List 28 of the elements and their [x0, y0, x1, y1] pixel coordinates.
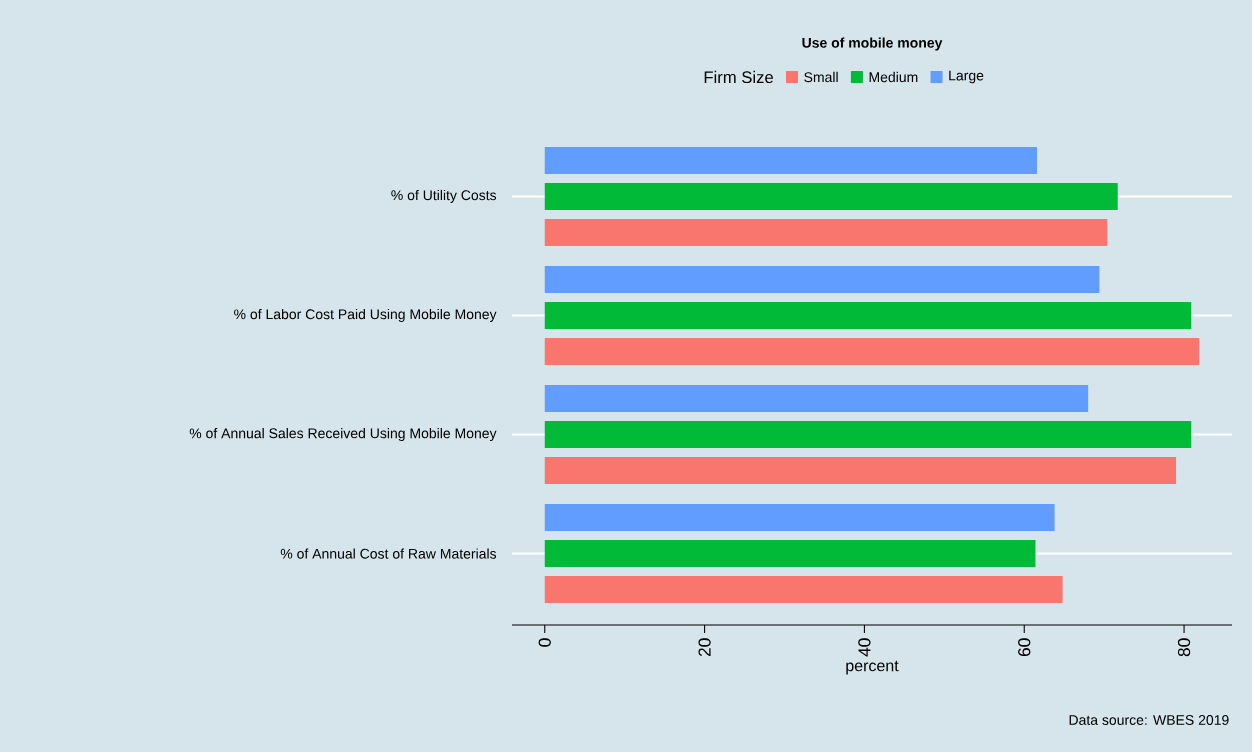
legend-label: Small [804, 71, 838, 83]
bar [544, 540, 1036, 568]
bar [544, 457, 1177, 485]
bar [544, 576, 1063, 604]
bar [544, 504, 1055, 532]
bar [544, 182, 1118, 210]
x-tick-label: 80 [1177, 638, 1191, 657]
x-tick-label: 20 [698, 638, 711, 657]
bar [544, 301, 1192, 329]
chart-title: Use of mobile money [802, 37, 943, 51]
y-tick-label: % of Labor Cost Paid Using Mobile Money [234, 308, 497, 322]
bar [544, 421, 1192, 449]
legend-label: Large [949, 70, 984, 84]
bar [544, 146, 1038, 174]
y-tick-label: % of Annual Cost of Raw Materials [280, 548, 497, 559]
y-tick-label: % of Annual Sales Received Using Mobile Money [189, 427, 497, 442]
bar [544, 337, 1200, 365]
bar [544, 218, 1108, 246]
legend-title: Firm Size [704, 70, 773, 84]
x-axis-title: percent [846, 660, 899, 675]
legend-label: Medium [869, 71, 918, 83]
source-note: Data source: WBES 2019 [1069, 715, 1229, 725]
x-tick-label: 0 [538, 638, 551, 647]
bar [544, 384, 1089, 413]
x-tick-label: 40 [858, 638, 871, 657]
y-tick-label: % of Utility Costs [391, 189, 497, 203]
bar [544, 265, 1100, 293]
x-tick-label: 60 [1018, 638, 1031, 657]
